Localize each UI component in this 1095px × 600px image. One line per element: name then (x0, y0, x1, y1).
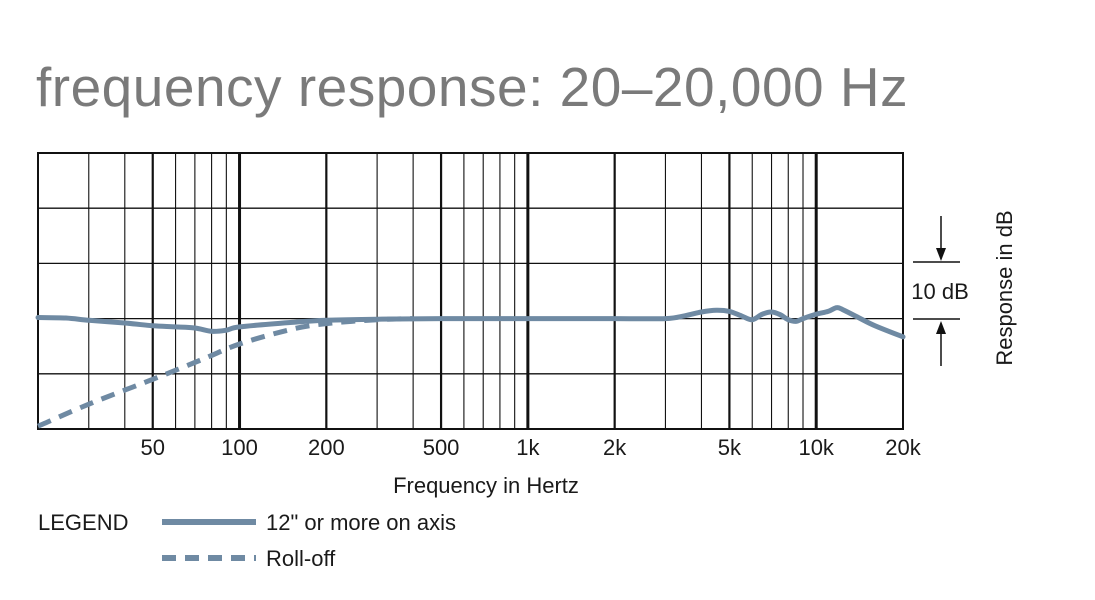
on-axis-curve (35, 305, 906, 340)
x-tick-label: 1k (516, 435, 540, 460)
x-tick-label: 100 (221, 435, 258, 460)
x-tick-label: 20k (885, 435, 921, 460)
scale-annotation: 10 dB (911, 279, 969, 304)
db-scale-marker: 10 dB (911, 216, 969, 366)
x-tick-label: 500 (423, 435, 460, 460)
chart-title: frequency response: 20–20,000 Hz (36, 56, 909, 118)
plot-frame (37, 152, 904, 430)
legend: LEGEND 12" or more on axis Roll-off (38, 510, 456, 571)
legend-title: LEGEND (38, 510, 128, 535)
minor-gridlines (38, 153, 903, 429)
x-tick-label: 10k (798, 435, 834, 460)
scale-arrow-down-icon (936, 248, 946, 261)
x-tick-labels: 50 100 200 500 1k 2k 5k 10k 20k (140, 435, 921, 460)
x-tick-label: 5k (718, 435, 742, 460)
x-tick-label: 200 (308, 435, 345, 460)
legend-entry-dashed: Roll-off (266, 546, 336, 571)
x-axis-label: Frequency in Hertz (393, 473, 579, 498)
x-tick-label: 50 (140, 435, 164, 460)
scale-arrow-up-icon (936, 321, 946, 334)
response-curves (35, 305, 906, 429)
y-axis-label: Response in dB (992, 210, 1017, 365)
legend-entry-solid: 12" or more on axis (266, 510, 456, 535)
rolloff-curve (37, 316, 414, 429)
x-tick-label: 2k (603, 435, 627, 460)
major-gridlines (151, 153, 818, 429)
